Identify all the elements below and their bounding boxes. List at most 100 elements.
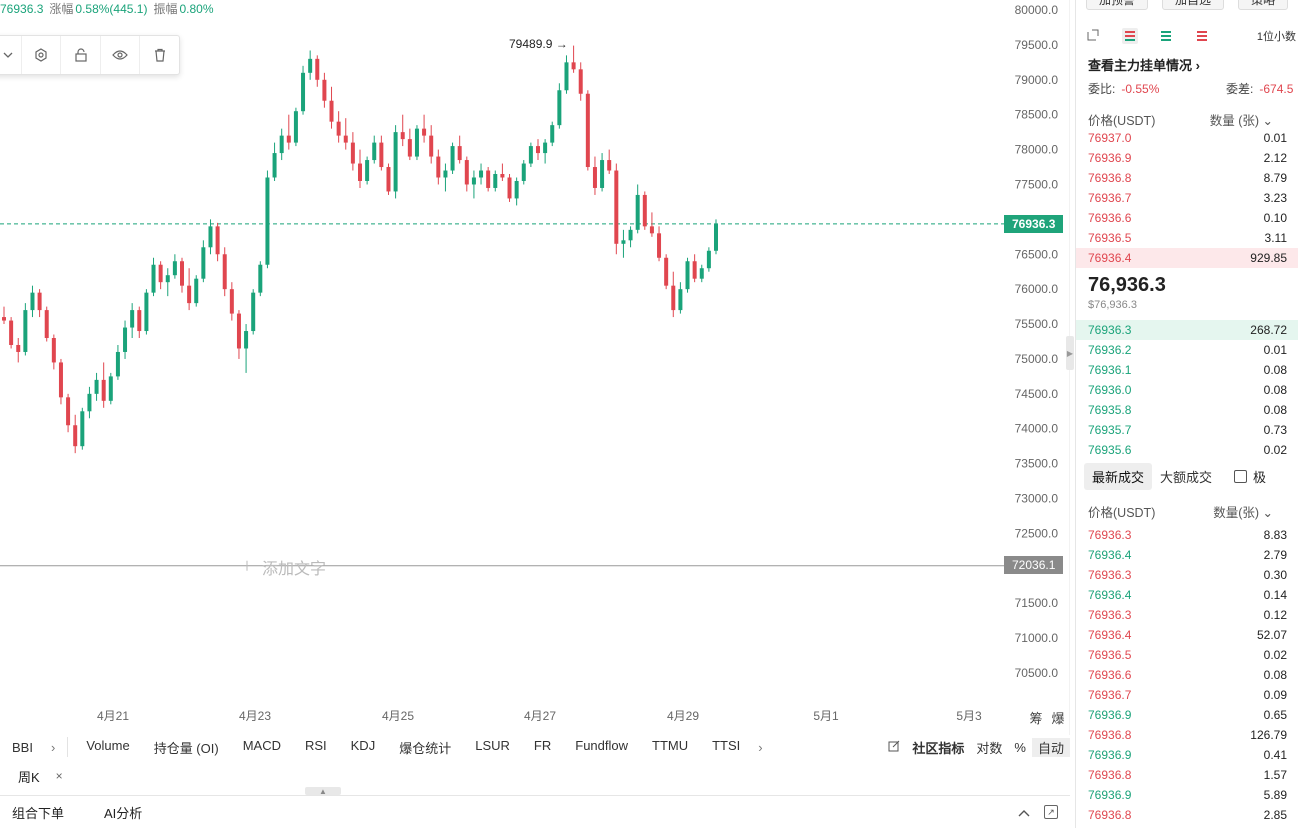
eye-icon[interactable] [99,36,140,74]
ask-row[interactable]: 76936.5 3.11 [1076,228,1298,248]
candle [592,156,597,195]
trade-row[interactable]: 76936.9 0.41 [1076,745,1298,765]
more-indicators-icon[interactable]: › [758,739,763,755]
lock-icon[interactable] [60,36,100,74]
trade-row-price: 76936.9 [1088,708,1132,722]
indicator-item[interactable]: RSI [304,737,327,753]
bid-row[interactable]: 76935.6 0.02 [1076,440,1298,460]
log-scale-toggle[interactable]: 对数 [976,740,1003,756]
trade-row[interactable]: 76936.4 52.07 [1076,625,1298,645]
ask-row[interactable]: 76936.4 929.85 [1076,248,1298,268]
tab-combo-order[interactable]: 组合下单 [12,805,65,821]
chevron-right-icon[interactable]: › [50,739,56,755]
tab-latest-trades[interactable]: 最新成交 [1084,463,1153,490]
trade-row[interactable]: 76936.6 0.08 [1076,665,1298,685]
candlestick-chart[interactable]: 80000.0 79500.0 79000.0 78500.0 78000.0 77500… [0,0,1070,735]
trade-row[interactable]: 76936.7 0.09 [1076,685,1298,705]
indicator-bbi[interactable]: BBI [12,739,33,755]
axis-chip-icon[interactable]: 筹 [1029,711,1042,727]
edit-icon[interactable] [882,740,906,755]
trades-qty-header[interactable]: 数量(张) ⌄ [1213,506,1273,520]
strategy-button[interactable]: 策略 [1238,0,1289,10]
trade-row[interactable]: 76936.9 0.65 [1076,705,1298,725]
chevron-up-icon[interactable] [1018,805,1030,820]
close-icon[interactable]: × [55,769,63,783]
candle [614,163,619,255]
orderbook-qty-header[interactable]: 数量 (张) ⌄ [1209,114,1273,128]
tab-ai-analysis[interactable]: AI分析 [104,805,143,821]
tab-large-trades[interactable]: 大额成交 [1160,470,1213,485]
orderbook-bid-bar [1125,39,1135,41]
indicator-item[interactable]: 爆仓统计 [399,740,452,756]
orderbook-qty-header-label: 数量 (张) [1209,114,1260,128]
auto-scale-toggle[interactable]: 自动 [1031,737,1070,757]
orderbook-both-icon[interactable] [1122,28,1138,44]
main-orders-link[interactable]: 查看主力挂单情况 › [1088,58,1200,73]
period-bar: 周K × [0,764,1070,788]
bid-row[interactable]: 76936.3 268.72 [1076,320,1298,340]
candle [464,156,469,192]
candle [194,275,199,307]
indicator-item[interactable]: KDJ [350,737,376,753]
indicator-item[interactable]: TTMU [652,737,689,753]
trade-row-qty: 0.12 [1263,608,1287,622]
trade-row[interactable]: 76936.5 0.02 [1076,645,1298,665]
community-indicators-button[interactable]: 社区指标 [912,740,965,756]
trade-row[interactable]: 76936.3 8.83 [1076,525,1298,545]
candle [265,170,270,269]
orderbook-bids-icon[interactable] [1158,28,1174,44]
add-text-placeholder[interactable]: 添加文字 [262,561,327,578]
resize-handle[interactable]: ▲ [305,787,341,796]
price-chart[interactable]: 80000.0 79500.0 79000.0 78500.0 78000.0 77500… [0,0,1070,735]
candle [130,303,135,339]
indicator-item[interactable]: MACD [242,737,281,753]
popout-icon[interactable] [1086,28,1102,44]
panel-collapse-handle[interactable]: ▶ [1066,336,1074,370]
y-tick-label: 71000.0 [1015,631,1059,645]
info-change-label: 涨幅 [49,2,74,16]
candle [9,317,14,349]
trade-row[interactable]: 76936.8 126.79 [1076,725,1298,745]
orderbook-asks-icon[interactable] [1194,28,1210,44]
trash-icon[interactable] [139,36,179,74]
chevron-down-icon[interactable] [0,36,21,74]
indicator-item[interactable]: FR [533,737,552,753]
bid-row[interactable]: 76935.7 0.73 [1076,420,1298,440]
precision-select[interactable]: 1位小数 [1256,31,1296,43]
bid-row[interactable]: 76936.1 0.08 [1076,360,1298,380]
add-favorite-button[interactable]: 加自选 [1162,0,1225,10]
ask-row[interactable]: 76936.6 0.10 [1076,208,1298,228]
trade-row[interactable]: 76936.4 0.14 [1076,585,1298,605]
trade-row-qty: 5.89 [1263,788,1287,802]
bid-row[interactable]: 76936.0 0.08 [1076,380,1298,400]
trade-row[interactable]: 76936.4 2.79 [1076,545,1298,565]
ask-row[interactable]: 76936.7 3.23 [1076,188,1298,208]
axis-liq-icon[interactable]: 爆 [1051,712,1064,727]
ask-row-qty: 0.10 [1263,211,1287,225]
gear-icon[interactable] [20,36,61,74]
ask-row[interactable]: 76936.9 2.12 [1076,148,1298,168]
expand-icon[interactable]: ↗ [1044,805,1058,819]
indicator-item[interactable]: Fundflow [575,737,628,753]
bid-row[interactable]: 76936.2 0.01 [1076,340,1298,360]
trade-filter-checkbox[interactable] [1234,470,1248,483]
indicator-item[interactable]: TTSI [712,737,741,753]
indicator-item[interactable]: LSUR [475,737,510,753]
horizontal-line-price-tag[interactable]: 72036.1 [1004,556,1064,574]
add-alert-button[interactable]: 加预警 [1086,0,1149,10]
trade-row[interactable]: 76936.3 0.12 [1076,605,1298,625]
trade-row-qty: 2.79 [1263,548,1287,562]
percent-scale-toggle[interactable]: % [1014,739,1026,755]
period-tab-weekly[interactable]: 周K [18,769,40,785]
bid-row[interactable]: 76935.8 0.08 [1076,400,1298,420]
trade-row-qty: 0.08 [1263,668,1287,682]
candle [258,261,263,297]
trade-row[interactable]: 76936.3 0.30 [1076,565,1298,585]
trade-row[interactable]: 76936.8 1.57 [1076,765,1298,785]
ask-row[interactable]: 76937.0 0.01 [1076,128,1298,148]
ask-row[interactable]: 76936.8 8.79 [1076,168,1298,188]
indicator-item[interactable]: 持仓量 (OI) [153,740,219,756]
trade-row[interactable]: 76936.9 5.89 [1076,785,1298,805]
indicator-item[interactable]: Volume [86,737,130,753]
trade-row[interactable]: 76936.8 2.85 [1076,805,1298,825]
